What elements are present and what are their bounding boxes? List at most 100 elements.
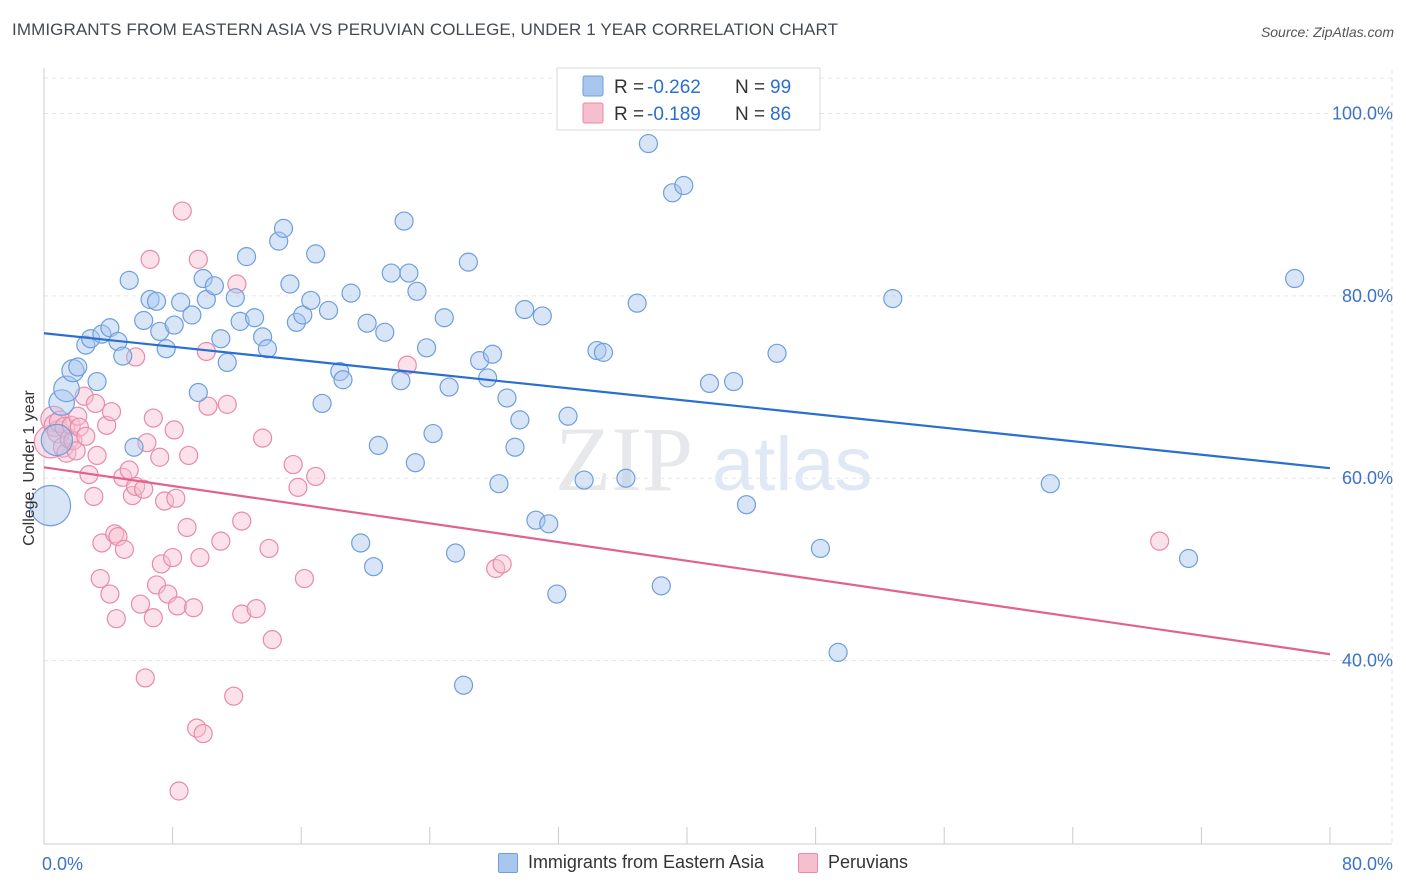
eastern-asia-point <box>363 557 384 577</box>
legend-n-label-1: N = <box>735 77 765 98</box>
eastern-asia-point <box>48 389 76 416</box>
eastern-asia-point <box>286 312 306 332</box>
peruvian-point <box>106 609 126 629</box>
watermark-zip: ZIP <box>555 408 693 510</box>
eastern-asia-point <box>146 291 167 311</box>
eastern-asia-point <box>510 410 530 430</box>
peruvian-point <box>154 491 175 511</box>
eastern-asia-point <box>478 368 498 388</box>
eastern-asia-point <box>587 340 607 361</box>
eastern-asia-point <box>140 289 160 310</box>
watermark: ZIP atlas <box>555 408 873 510</box>
eastern-asia-point <box>182 305 202 325</box>
eastern-asia-point <box>394 211 414 231</box>
eastern-asia-point <box>423 423 443 444</box>
eastern-asia-point <box>273 218 294 238</box>
eastern-asia-point <box>312 393 332 414</box>
peruvians-trend-line <box>43 466 1331 656</box>
eastern-asia-point <box>497 388 517 408</box>
legend-r-value-1: -0.262 <box>647 77 701 98</box>
x-tick-label-max: 80.0% <box>1342 854 1393 874</box>
eastern-asia-point <box>113 346 133 366</box>
peruvian-point <box>232 604 252 624</box>
eastern-asia-point <box>225 288 245 308</box>
peruvian-point <box>163 547 183 568</box>
eastern-asia-point <box>883 288 903 309</box>
eastern-asia-point <box>280 274 300 294</box>
peruvian-point <box>232 511 252 531</box>
eastern-asia-point <box>381 263 401 283</box>
eastern-asia-point <box>828 642 848 663</box>
chart-title: IMMIGRANTS FROM EASTERN ASIA VS PERUVIAN… <box>12 20 839 39</box>
peruvian-point <box>172 201 192 221</box>
eastern-asia-point <box>593 342 614 362</box>
eastern-asia-point <box>306 244 326 264</box>
eastern-asia-point <box>1285 268 1305 289</box>
eastern-asia-point <box>574 470 594 490</box>
eastern-asia-point <box>1178 548 1199 569</box>
eastern-asia-point <box>375 322 395 342</box>
peruvian-point <box>283 454 303 475</box>
eastern-asia-point <box>439 377 459 397</box>
peruvian-point <box>227 274 247 294</box>
eastern-asia-point <box>515 299 535 320</box>
legend-item-eastern-asia[interactable]: Immigrants from Eastern Asia <box>497 852 765 873</box>
peruvian-point <box>177 517 197 538</box>
legend-n-value-2: 86 <box>770 104 791 125</box>
peruvian-point <box>198 396 218 416</box>
peruvian-point <box>130 594 151 614</box>
eastern-asia-point <box>293 305 313 325</box>
peruvian-point <box>288 477 308 497</box>
eastern-asia-point <box>217 352 237 373</box>
eastern-asia-point <box>674 175 694 196</box>
legend-item-peruvians[interactable]: Peruvians <box>798 852 908 873</box>
eastern-asia-point <box>333 370 353 390</box>
eastern-asia-point <box>539 514 559 534</box>
eastern-asia-point <box>341 283 361 303</box>
eastern-asia-point <box>211 329 231 349</box>
eastern-asia-point <box>351 533 371 553</box>
peruvian-point <box>193 723 213 744</box>
eastern-asia-point <box>269 231 289 251</box>
peruvian-point <box>76 426 96 446</box>
y-tick-label: 100.0% <box>1332 103 1393 123</box>
legend-swatch-pink <box>582 102 604 124</box>
peruvian-point <box>101 402 122 422</box>
eastern-asia-point <box>301 290 321 311</box>
eastern-asia-point <box>87 371 107 392</box>
legend-box: R = -0.262 N = 99 R = -0.189 N = 86 <box>556 67 821 131</box>
eastern-asia-point <box>230 311 250 331</box>
eastern-asia-point <box>453 675 474 695</box>
eastern-asia-point <box>416 338 437 358</box>
eastern-asia-point <box>458 252 478 272</box>
peruvian-point <box>167 596 188 616</box>
eastern-asia-point <box>164 315 184 335</box>
bottom-legend: Immigrants from Eastern Asia Peruvians <box>0 852 1406 873</box>
eastern-asia-point <box>407 281 427 301</box>
eastern-asia-point <box>767 343 787 363</box>
peruvian-point <box>140 249 160 269</box>
peruvian-point <box>105 524 125 544</box>
peruvian-point <box>151 554 171 574</box>
peruvian-point <box>143 408 163 428</box>
peruvian-point <box>294 568 315 589</box>
eastern-asia-point <box>532 306 552 326</box>
peruvian-point <box>179 445 199 466</box>
peruvian-point <box>259 538 279 559</box>
peruvian-point <box>143 608 163 628</box>
eastern-asia-points <box>29 133 1305 695</box>
y-tick-label: 40.0% <box>1342 651 1393 671</box>
peruvian-point <box>190 547 210 568</box>
eastern-asia-point <box>156 339 176 359</box>
eastern-asia-point <box>651 576 671 596</box>
peruvian-point <box>90 568 110 589</box>
peruvian-point <box>84 486 104 507</box>
eastern-asia-point <box>357 313 377 333</box>
peruvian-point <box>114 539 134 559</box>
legend-swatch-eastern-asia <box>497 852 518 873</box>
legend-label-eastern-asia: Immigrants from Eastern Asia <box>527 852 765 872</box>
legend-r-label-2: R = <box>614 104 644 125</box>
peruvian-point <box>134 479 154 499</box>
eastern-asia-point <box>699 373 720 393</box>
